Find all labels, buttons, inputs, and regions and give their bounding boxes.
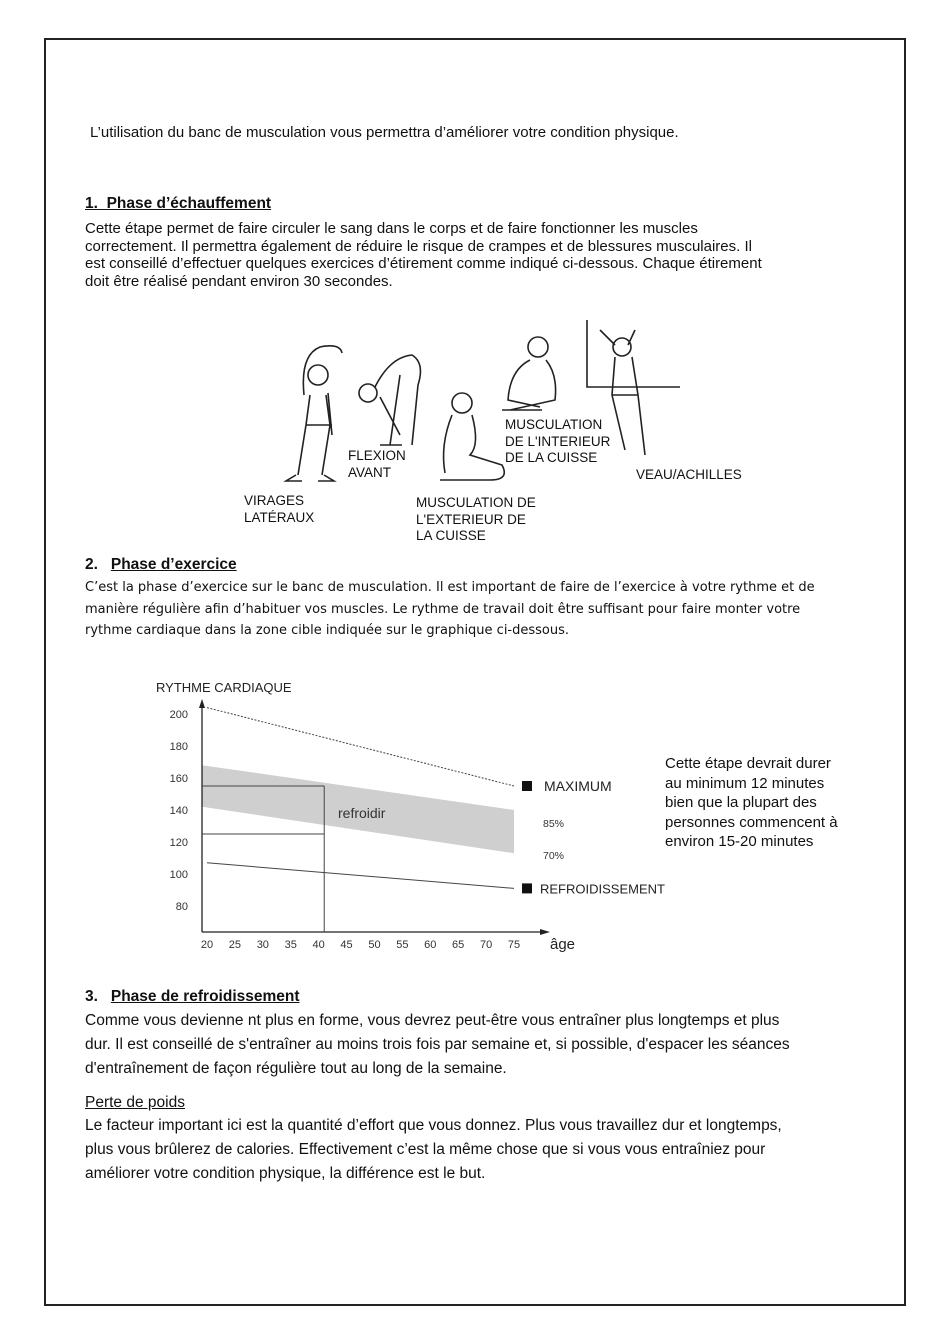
text-line: personnes commencent à [665, 813, 838, 831]
figure-inner-thigh [502, 336, 557, 411]
y-tick-label: 200 [170, 709, 188, 721]
page-border [44, 38, 906, 1306]
text-line: Le facteur important ici est la quantité… [85, 1117, 782, 1134]
label-virages: VIRAGES LATÉRAUX [244, 493, 314, 526]
band-label: refroidir [338, 805, 386, 821]
text-line: correctement. Il permettra également de … [85, 237, 752, 255]
y-tick-label: 180 [170, 741, 188, 753]
section-title: Phase d’échauffement [106, 195, 272, 212]
y-tick-label: 120 [170, 837, 188, 849]
figure-calf-wall [586, 320, 680, 456]
band-upper-label: 85% [543, 818, 564, 830]
text-line: au minimum 12 minutes [665, 774, 825, 792]
text-line: Comme vous devienne nt plus en forme, vo… [85, 1012, 780, 1029]
series-label-maximum: MAXIMUM [544, 778, 612, 794]
text-line: doit être réalisé pendant environ 30 sec… [85, 272, 393, 290]
y-axis-label: RYTHME CARDIAQUE [156, 680, 292, 695]
section3-heading: 3. Phase de refroidissement [85, 988, 300, 1006]
x-tick-label: 65 [452, 939, 464, 951]
series-marker-refroidissement [522, 883, 532, 894]
x-tick-label: 35 [285, 939, 297, 951]
x-tick-label: 25 [229, 939, 241, 951]
text-line: d'entraînement de façon régulière tout a… [85, 1060, 507, 1077]
figure-forward-bend [358, 354, 422, 446]
heart-rate-chart: RYTHME CARDIAQUE âge 200 180 160 140 120 100 8… [156, 680, 665, 953]
section2-heading: 2. Phase d’exercice [85, 556, 237, 574]
label-exterieur: MUSCULATION DE L'EXTERIEUR DE LA CUISSE [416, 495, 536, 545]
x-tick-label: 20 [201, 939, 213, 951]
y-tick-label: 140 [170, 805, 188, 817]
figure-outer-thigh [440, 392, 506, 481]
y-tick-label: 160 [170, 773, 188, 785]
section-number: 3. [85, 988, 98, 1005]
section2-paragraph: C’est la phase d’exercice sur le banc de… [85, 577, 815, 642]
text-line: bien que la plupart des [665, 794, 817, 811]
label-flexion: FLEXION AVANT [348, 448, 406, 481]
section-number: 2. [85, 556, 98, 573]
x-axis-label: âge [550, 936, 575, 953]
weight-loss-paragraph: Le facteur important ici est la quantité… [85, 1114, 782, 1186]
x-tick-label: 60 [424, 939, 436, 951]
label-veau: VEAU/ACHILLES [636, 467, 742, 484]
y-axis-arrow [199, 699, 205, 708]
text-line: dur. Il est conseillé de s'entraîner au … [85, 1036, 790, 1053]
intro-text: L’utilisation du banc de musculation vou… [90, 124, 679, 141]
x-tick-label: 50 [368, 939, 380, 951]
text-line: est conseillé d’effectuer quelques exerc… [85, 255, 762, 272]
section-title: Phase de refroidissement [110, 988, 300, 1005]
x-tick-label: 45 [340, 939, 352, 951]
side-note: Cette étape devrait durer au minimum 12 … [665, 754, 838, 852]
text-line: améliorer votre condition physique, la d… [85, 1165, 486, 1182]
band-lower-label: 70% [543, 850, 564, 862]
figure-label: VIRAGES LATÉRAUX [244, 493, 315, 525]
figure-label: VEAU/ACHILLES [636, 467, 742, 482]
label-interieur: MUSCULATION DE L'INTERIEUR DE LA CUISSE [505, 417, 610, 467]
target-zone-band [202, 765, 514, 854]
text-line: environ 15-20 minutes [665, 833, 814, 850]
text-line: manière régulière afin d’habituer vos mu… [85, 601, 801, 617]
x-tick-label: 70 [480, 939, 492, 951]
text-line: plus vous brûlerez de calories. Effectiv… [85, 1141, 766, 1158]
x-tick-label: 40 [313, 939, 325, 951]
section3-paragraph: Comme vous devienne nt plus en forme, vo… [85, 1009, 790, 1081]
x-tick-label: 55 [396, 939, 408, 951]
stretching-illustration [283, 320, 680, 482]
series-line-refroidissement [206, 862, 515, 889]
section1-paragraph: Cette étape permet de faire circuler le … [85, 220, 762, 290]
series-marker-maximum [522, 781, 532, 791]
text-line: C’est la phase d’exercice sur le banc de… [85, 580, 815, 595]
x-axis-arrow [540, 929, 550, 935]
text-line: Cette étape devrait durer [665, 755, 831, 772]
y-tick-label: 80 [176, 901, 188, 913]
series-label-refroidissement: REFROIDISSEMENT [540, 881, 665, 896]
x-tick-label: 75 [508, 939, 520, 951]
subheading-weight-loss: Perte de poids [85, 1094, 185, 1111]
figure-label: MUSCULATION DE L'EXTERIEUR DE LA CUISSE [416, 495, 536, 543]
section-number: 1. [85, 195, 98, 212]
section-title: Phase d’exercice [110, 556, 237, 573]
text-line: Cette étape permet de faire circuler le … [85, 220, 698, 237]
figure-label: MUSCULATION DE L'INTERIEUR DE LA CUISSE [505, 417, 611, 465]
text-line: rythme cardiaque dans la zone cible indi… [85, 623, 570, 638]
x-tick-label: 30 [257, 939, 269, 951]
figure-side-bend [283, 345, 343, 482]
y-tick-label: 100 [170, 869, 188, 881]
series-line-maximum [206, 707, 515, 787]
figure-label: FLEXION AVANT [348, 448, 406, 480]
section1-heading: 1. Phase d’échauffement [85, 195, 271, 213]
